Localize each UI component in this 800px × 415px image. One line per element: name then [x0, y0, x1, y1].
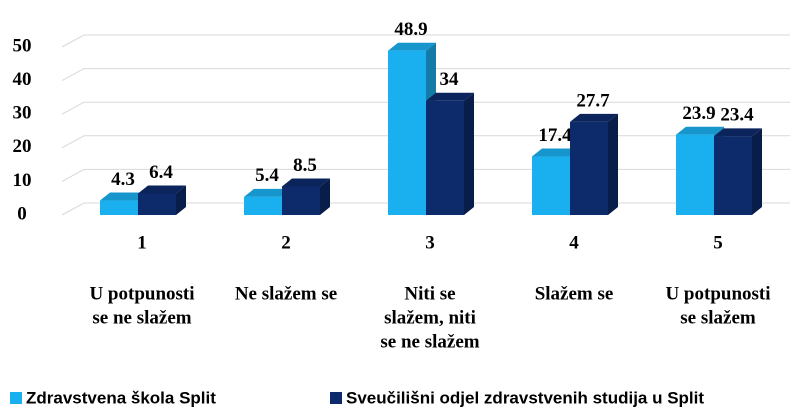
category-description: U potpunosti: [89, 283, 194, 304]
y-tick-label: 30: [13, 103, 32, 124]
bar: [426, 100, 464, 215]
category-description: U potpunosti: [665, 283, 770, 304]
grid-line: [61, 34, 790, 48]
category-description: se slažem: [680, 307, 756, 328]
grid-line: [61, 135, 790, 149]
bar-top: [244, 188, 292, 197]
x-tick-label: 2: [281, 232, 291, 253]
data-label: 8.5: [293, 155, 317, 176]
bar-top: [282, 178, 330, 187]
category-description: Ne slažem se: [235, 283, 337, 304]
bar-top: [138, 185, 186, 194]
bar: [244, 196, 282, 215]
bar-top: [100, 192, 148, 201]
category-description: se ne slažem: [92, 307, 191, 328]
bar-side: [752, 128, 762, 215]
data-label: 48.9: [394, 19, 427, 40]
legend-swatch: [10, 392, 22, 404]
bar: [388, 50, 426, 215]
bar: [570, 121, 608, 215]
bar: [714, 136, 752, 215]
bar: [676, 134, 714, 215]
data-label: 5.4: [255, 165, 279, 186]
bar-side: [464, 92, 474, 215]
bar: [282, 186, 320, 215]
data-label: 23.9: [682, 103, 715, 124]
category-description: Niti se: [404, 283, 455, 304]
y-tick-label: 40: [13, 69, 32, 90]
data-label: 6.4: [149, 162, 173, 183]
legend-label: Sveučilišni odjel zdravstvenih studija u…: [346, 388, 704, 407]
category-description: se ne slažem: [380, 331, 479, 352]
bar-top: [532, 148, 580, 157]
y-tick-label: 20: [13, 136, 32, 157]
grid-line: [61, 68, 790, 82]
bar-top: [426, 92, 474, 101]
x-tick-label: 5: [713, 232, 723, 253]
bar-top: [676, 126, 724, 135]
bar-side: [608, 113, 618, 215]
bar-side: [320, 178, 330, 215]
category-description: slažem, niti: [384, 307, 476, 328]
category-description: Slažem se: [535, 283, 614, 304]
y-tick-label: 0: [17, 203, 27, 224]
x-tick-label: 1: [137, 232, 147, 253]
data-label: 4.3: [111, 169, 135, 190]
bar: [100, 200, 138, 215]
y-tick-label: 50: [13, 35, 32, 56]
x-tick-label: 3: [425, 232, 435, 253]
bar-top: [388, 42, 436, 51]
bar-top: [570, 113, 618, 122]
x-tick-label: 4: [569, 232, 579, 253]
data-label: 34: [440, 69, 460, 90]
grid-line: [61, 101, 790, 115]
bar-top: [714, 128, 762, 137]
data-label: 27.7: [576, 90, 610, 111]
y-tick-label: 10: [13, 170, 32, 191]
data-label: 17.4: [538, 125, 572, 146]
legend-swatch: [330, 392, 342, 404]
data-label: 23.4: [720, 105, 754, 126]
bar-side: [176, 185, 186, 215]
legend-label: Zdravstvena škola Split: [26, 388, 216, 407]
bar: [138, 193, 176, 215]
bar: [532, 156, 570, 215]
